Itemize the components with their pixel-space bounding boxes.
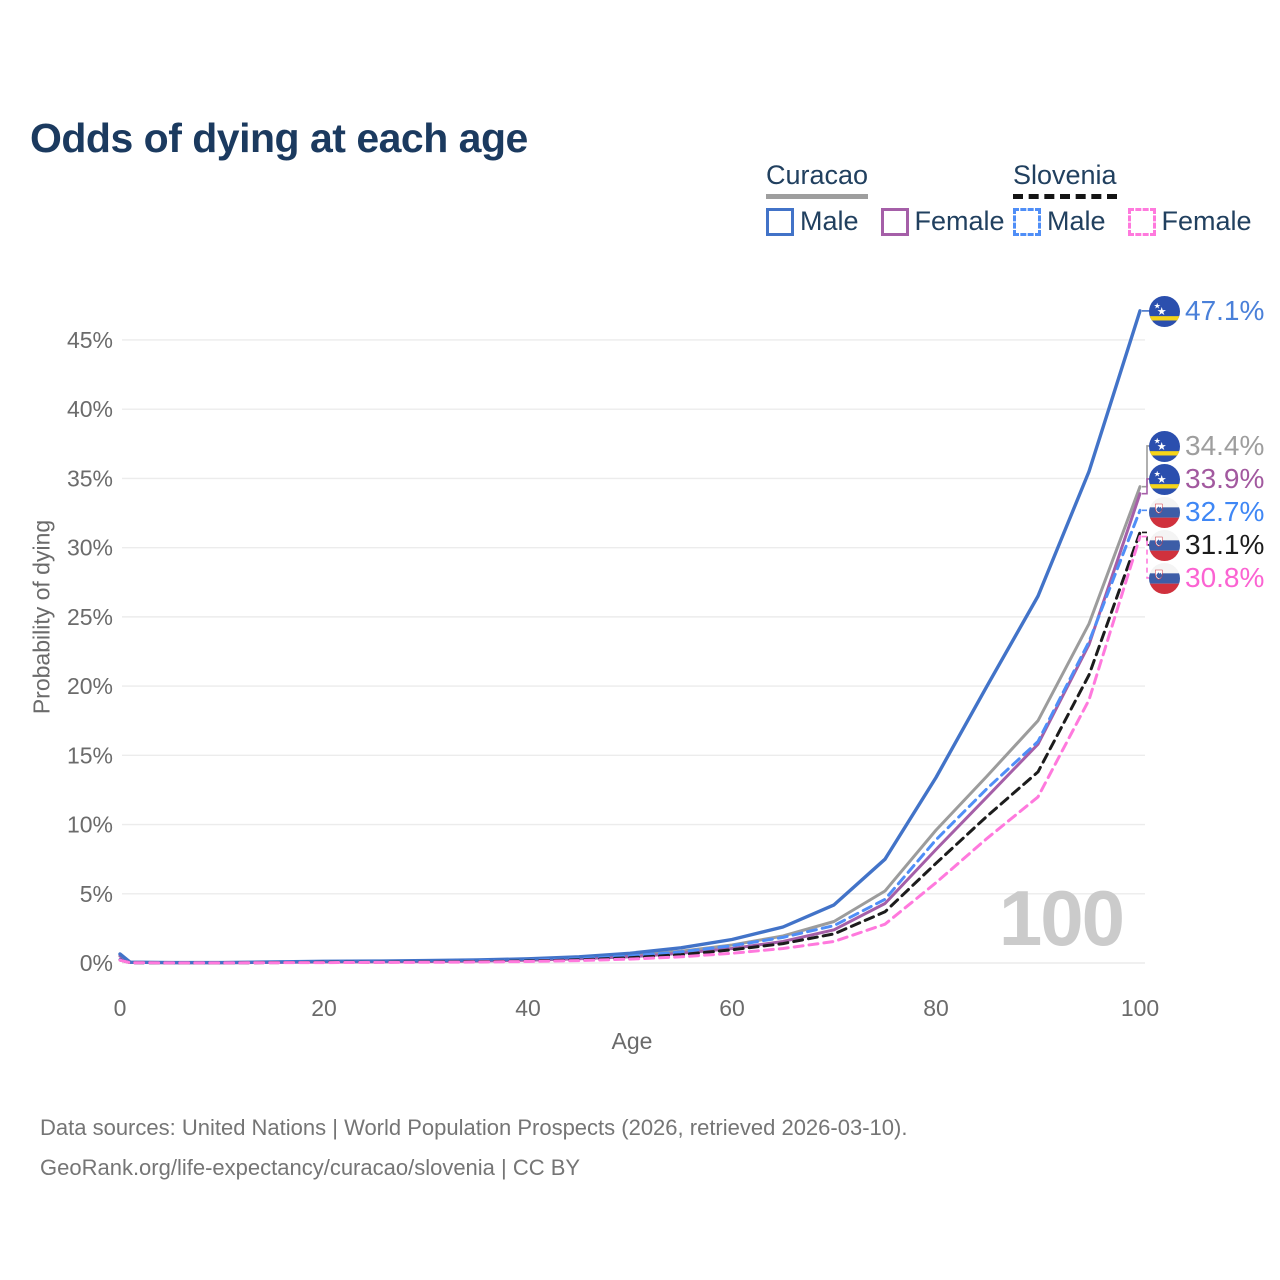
end-label-slovenia-female: 30.8% [1149, 562, 1264, 594]
y-axis-title: Probability of dying [28, 519, 55, 715]
svg-text:★: ★ [1154, 301, 1161, 310]
svg-text:★: ★ [1154, 469, 1161, 478]
legend-country-curacao[interactable]: Curacao [766, 160, 869, 199]
svg-text:★: ★ [1157, 474, 1167, 486]
leader-curacao-both-sexes [1142, 445, 1151, 488]
curacao-flag-icon: ★★ [1149, 463, 1180, 495]
slovenia-flag-icon [1149, 496, 1180, 528]
y-tick-30%: 30% [67, 535, 113, 561]
y-tick-20%: 20% [67, 673, 113, 699]
y-tick-5%: 5% [80, 881, 113, 907]
legend-label-curacao-male: Male [800, 206, 859, 236]
x-tick-40: 40 [515, 995, 541, 1021]
line-slovenia-female [118, 535, 1142, 965]
svg-text:★: ★ [1157, 306, 1167, 318]
legend-label-slovenia-female: Female [1161, 206, 1252, 236]
x-tick-100: 100 [1121, 995, 1159, 1021]
line-slovenia-both-sexes [118, 530, 1142, 965]
y-tick-10%: 10% [67, 812, 113, 838]
end-label-value: 34.4% [1185, 430, 1265, 462]
slovenia-female-swatch-icon [1127, 207, 1156, 236]
leader-curacao-female [1142, 478, 1151, 495]
leader-slovenia-both-sexes [1142, 531, 1151, 546]
line-curacao-female [118, 492, 1142, 965]
leader-slovenia-male [1142, 509, 1151, 513]
svg-text:★: ★ [1154, 436, 1161, 445]
legend-row-slovenia: Male Female [1013, 206, 1252, 237]
end-label-slovenia-male: 32.7% [1149, 496, 1264, 528]
footer-sources: Data sources: United Nations | World Pop… [40, 1115, 908, 1140]
footer: Data sources: United Nations | World Pop… [40, 1108, 907, 1188]
x-tick-60: 60 [719, 995, 745, 1021]
x-tick-0: 0 [114, 995, 127, 1021]
legend-group-slovenia: Slovenia Male Female [1013, 160, 1252, 237]
page-title: Odds of dying at each age [30, 115, 528, 162]
legend-label-slovenia-male: Male [1047, 206, 1106, 236]
footer-attribution: GeoRank.org/life-expectancy/curacao/slov… [40, 1155, 581, 1180]
y-tick-45%: 45% [67, 327, 113, 353]
svg-text:★: ★ [1157, 441, 1167, 453]
legend-label-curacao-female: Female [914, 206, 1005, 236]
curacao-female-swatch-icon [880, 207, 909, 236]
legend-item-curacao-male[interactable]: Male [766, 206, 859, 237]
age-watermark: 100 [998, 874, 1125, 962]
end-label-slovenia-both-sexes: 31.1% [1149, 529, 1264, 561]
y-tick-0%: 0% [80, 950, 113, 976]
line-slovenia-male [118, 508, 1142, 965]
x-tick-80: 80 [923, 995, 949, 1021]
end-label-value: 47.1% [1185, 295, 1265, 327]
slovenia-flag-icon [1149, 562, 1180, 594]
end-label-value: 32.7% [1185, 496, 1265, 528]
x-tick-20: 20 [311, 995, 337, 1021]
y-tick-25%: 25% [67, 604, 113, 630]
legend-group-curacao: Curacao Male Female [766, 160, 1005, 237]
end-label-value: 30.8% [1185, 562, 1265, 594]
leader-slovenia-female [1142, 535, 1151, 579]
legend-item-curacao-female[interactable]: Female [880, 206, 1005, 237]
end-label-curacao-male: ★ ★ 47.1% [1149, 295, 1264, 327]
curacao-flag-icon: ★★ [1149, 430, 1180, 462]
x-axis-title: Age [611, 1028, 653, 1054]
y-tick-40%: 40% [67, 396, 113, 422]
slovenia-male-swatch-icon [1013, 207, 1041, 236]
curacao-male-swatch-icon [766, 207, 794, 236]
end-label-curacao-female: ★ ★ 33.9% [1149, 463, 1264, 495]
line-curacao-both-sexes [118, 485, 1142, 965]
legend-country-slovenia[interactable]: Slovenia [1013, 160, 1117, 199]
end-label-value: 33.9% [1185, 463, 1265, 495]
end-label-value: 31.1% [1185, 529, 1265, 561]
y-tick-35%: 35% [67, 465, 113, 491]
legend-item-slovenia-male[interactable]: Male [1013, 206, 1106, 237]
legend-item-slovenia-female[interactable]: Female [1127, 206, 1252, 237]
slovenia-flag-icon [1149, 529, 1180, 561]
curacao-flag-icon: ★★ [1149, 295, 1180, 327]
end-label-curacao-both-sexes: ★ ★ 34.4% [1149, 430, 1264, 462]
legend-row-curacao: Male Female [766, 206, 1005, 237]
y-tick-15%: 15% [67, 742, 113, 768]
